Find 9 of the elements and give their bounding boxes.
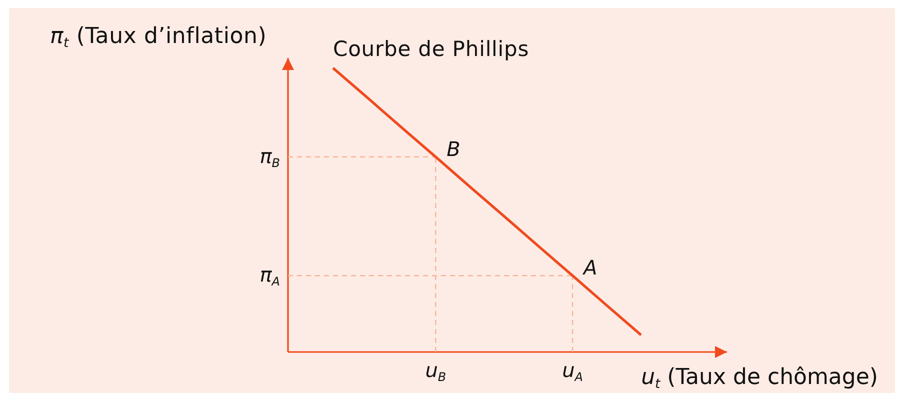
x-tick-label: u$_{B}$ — [425, 358, 446, 384]
annotation: B — [446, 136, 460, 161]
ref-line-label: π$_{B}$ — [260, 144, 280, 170]
ref-line-label: π$_{A}$ — [260, 262, 280, 288]
series-label: Courbe de Phillips — [333, 37, 530, 61]
x-tick-label: u$_{A}$ — [562, 358, 584, 384]
y-axis-title: π$_{t}$ (Taux d’inflation) — [50, 24, 267, 51]
x-axis-title: u$_{t}$ (Taux de chômage) — [641, 365, 878, 392]
annotation: A — [582, 256, 598, 280]
